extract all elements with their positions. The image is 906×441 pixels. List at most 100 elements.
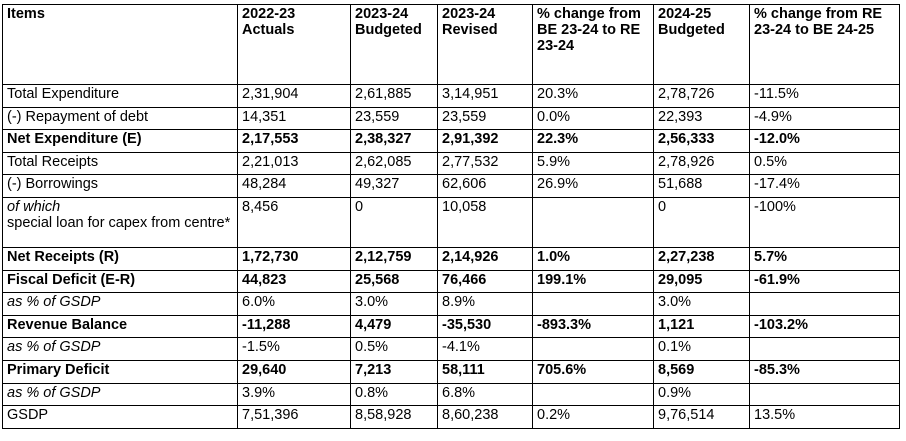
cell-actuals-2022-23: 48,284 (237, 174, 351, 198)
header-change-be-to-re: % change from BE 23-24 to RE 23-24 (532, 4, 654, 85)
cell-change-re-to-be: -100% (749, 196, 900, 248)
cell-actuals-2022-23: -1.5% (237, 337, 351, 361)
cell-budgeted-2024-25: 9,76,514 (653, 405, 750, 429)
header-revised-2023-24: 2023-24 Revised (437, 4, 533, 85)
cell-revised-2023-24: 2,14,926 (437, 246, 533, 271)
cell-actuals-2022-23: 7,51,396 (237, 405, 351, 429)
cell-budgeted-2023-24: 2,62,085 (350, 151, 438, 176)
cell-budgeted-2023-24: 2,12,759 (350, 246, 438, 271)
cell-revised-2023-24: 58,111 (437, 359, 533, 384)
cell-revised-2023-24: 3,14,951 (437, 84, 533, 108)
header-change-re-to-be: % change from RE 23-24 to BE 24-25 (749, 4, 900, 85)
table-row: Net Expenditure (E) 2,17,553 2,38,327 2,… (2, 129, 900, 153)
cell-change-be-to-re (532, 382, 654, 407)
cell-budgeted-2023-24: 3.0% (350, 292, 438, 316)
cell-change-be-to-re (532, 196, 654, 248)
cell-change-re-to-be: -4.9% (749, 106, 900, 131)
cell-budgeted-2024-25: 8,569 (653, 359, 750, 384)
cell-budgeted-2024-25: 2,78,726 (653, 84, 750, 108)
row-label: (-) Borrowings (2, 174, 238, 198)
cell-budgeted-2024-25: 51,688 (653, 174, 750, 198)
table-row: GSDP 7,51,396 8,58,928 8,60,238 0.2% 9,7… (2, 405, 900, 429)
cell-budgeted-2024-25: 1,121 (653, 314, 750, 339)
cell-change-re-to-be: 13.5% (749, 405, 900, 429)
cell-revised-2023-24: 2,77,532 (437, 151, 533, 176)
row-label: Total Expenditure (2, 84, 238, 108)
cell-change-be-to-re: 199.1% (532, 269, 654, 294)
cell-change-be-to-re: 1.0% (532, 246, 654, 271)
cell-change-be-to-re: -893.3% (532, 314, 654, 339)
table-row: of which special loan for capex from cent… (2, 196, 900, 248)
row-label: Primary Deficit (2, 359, 238, 384)
row-label-italic: of which (7, 198, 61, 215)
cell-budgeted-2024-25: 2,27,238 (653, 246, 750, 271)
cell-actuals-2022-23: 2,17,553 (237, 129, 351, 153)
row-label: as % of GSDP (2, 337, 238, 361)
cell-budgeted-2023-24: 23,559 (350, 106, 438, 131)
cell-revised-2023-24: 76,466 (437, 269, 533, 294)
cell-revised-2023-24: 2,91,392 (437, 129, 533, 153)
cell-actuals-2022-23: 3.9% (237, 382, 351, 407)
row-label: Total Receipts (2, 151, 238, 176)
cell-change-be-to-re: 5.9% (532, 151, 654, 176)
header-row: Items 2022-23 Actuals 2023-24 Budgeted 2… (2, 4, 900, 85)
cell-budgeted-2024-25: 22,393 (653, 106, 750, 131)
cell-revised-2023-24: -4.1% (437, 337, 533, 361)
table-row: as % of GSDP -1.5% 0.5% -4.1% 0.1% (2, 337, 900, 361)
table-row: as % of GSDP 3.9% 0.8% 6.8% 0.9% (2, 382, 900, 407)
cell-revised-2023-24: -35,530 (437, 314, 533, 339)
cell-actuals-2022-23: 1,72,730 (237, 246, 351, 271)
cell-actuals-2022-23: 2,31,904 (237, 84, 351, 108)
cell-change-re-to-be (749, 337, 900, 361)
cell-budgeted-2023-24: 25,568 (350, 269, 438, 294)
cell-actuals-2022-23: 44,823 (237, 269, 351, 294)
table-row: Revenue Balance -11,288 4,479 -35,530 -8… (2, 314, 900, 339)
budget-table: Items 2022-23 Actuals 2023-24 Budgeted 2… (2, 4, 900, 429)
table-row: Total Expenditure 2,31,904 2,61,885 3,14… (2, 84, 900, 108)
cell-budgeted-2024-25: 2,56,333 (653, 129, 750, 153)
cell-budgeted-2023-24: 0.8% (350, 382, 438, 407)
cell-budgeted-2023-24: 2,38,327 (350, 129, 438, 153)
table-row: Primary Deficit 29,640 7,213 58,111 705.… (2, 359, 900, 384)
table-row: Net Receipts (R) 1,72,730 2,12,759 2,14,… (2, 246, 900, 271)
cell-revised-2023-24: 8.9% (437, 292, 533, 316)
cell-revised-2023-24: 62,606 (437, 174, 533, 198)
cell-change-be-to-re: 0.2% (532, 405, 654, 429)
cell-budgeted-2023-24: 0.5% (350, 337, 438, 361)
cell-budgeted-2024-25: 0 (653, 196, 750, 248)
cell-change-be-to-re: 0.0% (532, 106, 654, 131)
row-label: (-) Repayment of debt (2, 106, 238, 131)
header-items: Items (2, 4, 238, 85)
cell-budgeted-2023-24: 8,58,928 (350, 405, 438, 429)
cell-change-re-to-be: -85.3% (749, 359, 900, 384)
cell-change-be-to-re: 26.9% (532, 174, 654, 198)
row-label: Net Expenditure (E) (2, 129, 238, 153)
cell-revised-2023-24: 23,559 (437, 106, 533, 131)
cell-actuals-2022-23: 2,21,013 (237, 151, 351, 176)
cell-budgeted-2023-24: 0 (350, 196, 438, 248)
header-actuals-2022-23: 2022-23 Actuals (237, 4, 351, 85)
cell-change-be-to-re: 705.6% (532, 359, 654, 384)
cell-budgeted-2023-24: 49,327 (350, 174, 438, 198)
cell-change-re-to-be: 0.5% (749, 151, 900, 176)
table-row: (-) Repayment of debt 14,351 23,559 23,5… (2, 106, 900, 131)
header-budgeted-2024-25: 2024-25 Budgeted (653, 4, 750, 85)
table-row: Total Receipts 2,21,013 2,62,085 2,77,53… (2, 151, 900, 176)
row-label: Revenue Balance (2, 314, 238, 339)
cell-budgeted-2023-24: 7,213 (350, 359, 438, 384)
cell-budgeted-2024-25: 0.1% (653, 337, 750, 361)
cell-change-re-to-be: 5.7% (749, 246, 900, 271)
cell-actuals-2022-23: 8,456 (237, 196, 351, 248)
cell-change-re-to-be: -61.9% (749, 269, 900, 294)
cell-revised-2023-24: 6.8% (437, 382, 533, 407)
cell-change-be-to-re: 22.3% (532, 129, 654, 153)
cell-budgeted-2023-24: 2,61,885 (350, 84, 438, 108)
cell-actuals-2022-23: 6.0% (237, 292, 351, 316)
cell-budgeted-2024-25: 29,095 (653, 269, 750, 294)
cell-budgeted-2023-24: 4,479 (350, 314, 438, 339)
cell-actuals-2022-23: 29,640 (237, 359, 351, 384)
row-label: GSDP (2, 405, 238, 429)
row-label: as % of GSDP (2, 382, 238, 407)
row-label: of which special loan for capex from cent… (2, 196, 238, 248)
table-row: as % of GSDP 6.0% 3.0% 8.9% 3.0% (2, 292, 900, 316)
